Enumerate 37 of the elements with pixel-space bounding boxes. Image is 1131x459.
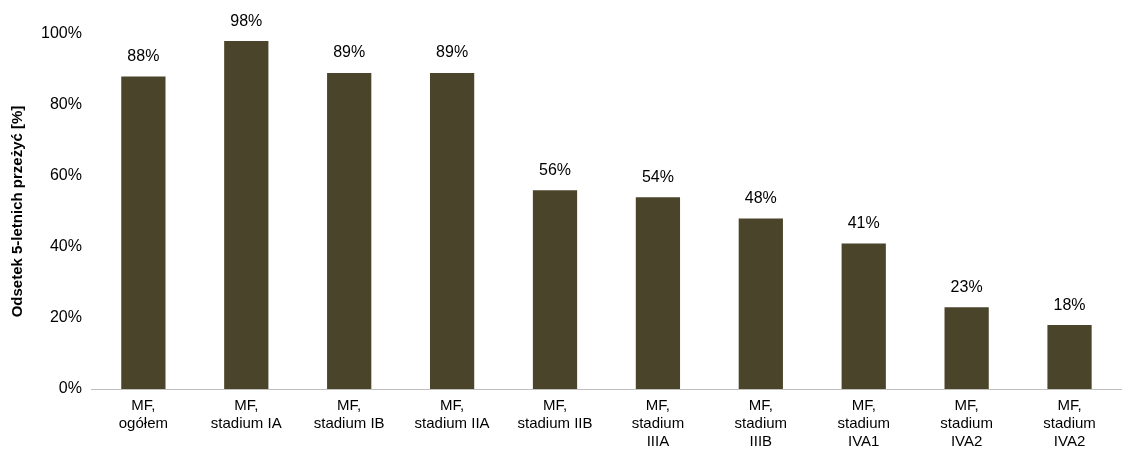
x-tick-label: MF, stadium IVA1 [837, 396, 890, 450]
y-tick-label: 20% [49, 308, 82, 326]
data-label: 56% [538, 160, 572, 178]
y-tick-label: 80% [49, 95, 82, 113]
bar [944, 307, 989, 389]
x-tick-label: MF, ogółem [118, 396, 168, 432]
bar [1047, 325, 1092, 389]
y-tick-label: 0% [58, 379, 82, 397]
bar [121, 76, 166, 389]
bar [224, 41, 269, 389]
x-tick-label: MF, stadium IVA2 [940, 396, 993, 450]
data-label: 41% [847, 213, 880, 231]
bar [532, 190, 578, 389]
data-label: 18% [1053, 295, 1086, 313]
data-label: 48% [744, 189, 777, 207]
data-label: 98% [230, 11, 263, 29]
data-label: 23% [950, 277, 983, 295]
data-label: 89% [333, 43, 366, 61]
x-tick-label: MF, stadium IIB [517, 396, 593, 432]
x-tick-label: MF, stadium IIA [414, 396, 490, 432]
bar [327, 73, 372, 389]
bar [635, 197, 681, 389]
x-tick-label: MF, stadium IIIB [734, 396, 788, 450]
bar [738, 218, 783, 389]
x-tick-label: MF, stadium IA [210, 396, 282, 432]
data-label: 54% [641, 167, 674, 185]
data-label: 88% [127, 47, 160, 65]
y-axis-title: Odsetek 5-letnich przeżyć [%] [8, 105, 26, 318]
bar [841, 243, 886, 389]
data-label: 89% [436, 43, 469, 61]
x-tick-label: MF, stadium IB [313, 396, 385, 432]
x-tick-label: MF, stadium IVA2 [1043, 396, 1096, 450]
y-tick-label: 100% [41, 24, 82, 42]
y-tick-label: 60% [49, 166, 82, 184]
y-tick-label: 40% [49, 237, 82, 255]
bar [429, 73, 475, 389]
x-tick-label: MF, stadium IIIA [631, 396, 685, 450]
